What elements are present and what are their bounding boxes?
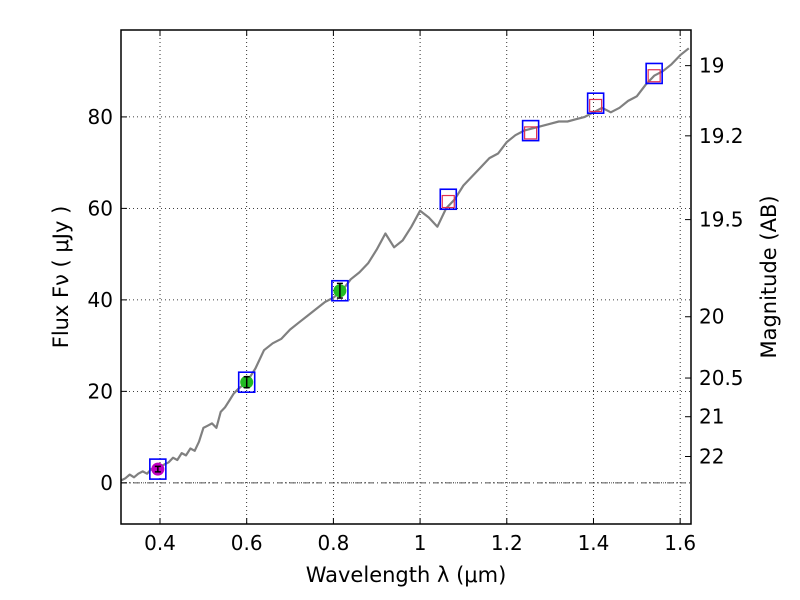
mag-tick-label: 19.5 [699, 208, 744, 232]
mag-tick-label: 21 [699, 405, 724, 429]
mag-tick-label: 22 [699, 445, 724, 469]
x-tick-label: 1.4 [578, 531, 610, 555]
model-flux-marker [524, 126, 538, 140]
y-tick-label: 20 [88, 379, 113, 403]
x-tick-label: 1.2 [491, 531, 523, 555]
mag-tick-label: 20 [699, 305, 724, 329]
mag-tick-label: 20.5 [699, 366, 744, 390]
right-axis-label: Magnitude (AB) [757, 195, 781, 358]
tick-layer: 0.4 0.6 0.8 1 1.2 1.4 1.6 0 20 40 60 80 19 19.2 19.5 20… [88, 30, 744, 555]
photometry-box [521, 119, 540, 142]
model-flux-marker [589, 98, 603, 113]
photometry-box [237, 371, 256, 394]
y-tick-label: 80 [88, 105, 113, 129]
photometry-box [149, 458, 167, 480]
mag-tick-label: 19 [699, 54, 724, 78]
mag-tick-label: 19.2 [699, 124, 744, 148]
y-tick-label: 0 [100, 471, 113, 495]
x-tick-label: 0.4 [144, 531, 176, 555]
grid [121, 30, 691, 524]
model-flux-marker [647, 69, 661, 83]
plot-background [121, 30, 691, 524]
y-tick-label: 60 [88, 196, 113, 220]
y-tick-label: 40 [88, 288, 113, 312]
x-tick-label: 0.8 [317, 531, 349, 555]
sed-model-line [120, 47, 690, 482]
photometry-box [586, 92, 605, 114]
photometry-box [439, 188, 458, 211]
plot-frame [120, 29, 692, 525]
model-flux-marker [441, 194, 455, 209]
photometry-box [331, 279, 349, 302]
x-tick-label: 1 [414, 531, 427, 555]
x-tick-label: 0.6 [231, 531, 263, 555]
y-axis-label: Flux Fν ( μJy ) [49, 206, 73, 349]
x-axis-label: Wavelength λ (μm) [306, 563, 507, 587]
series-layer [120, 47, 690, 482]
marker-layer [149, 62, 663, 480]
x-tick-label: 1.6 [664, 531, 696, 555]
photometry-box [645, 62, 663, 85]
